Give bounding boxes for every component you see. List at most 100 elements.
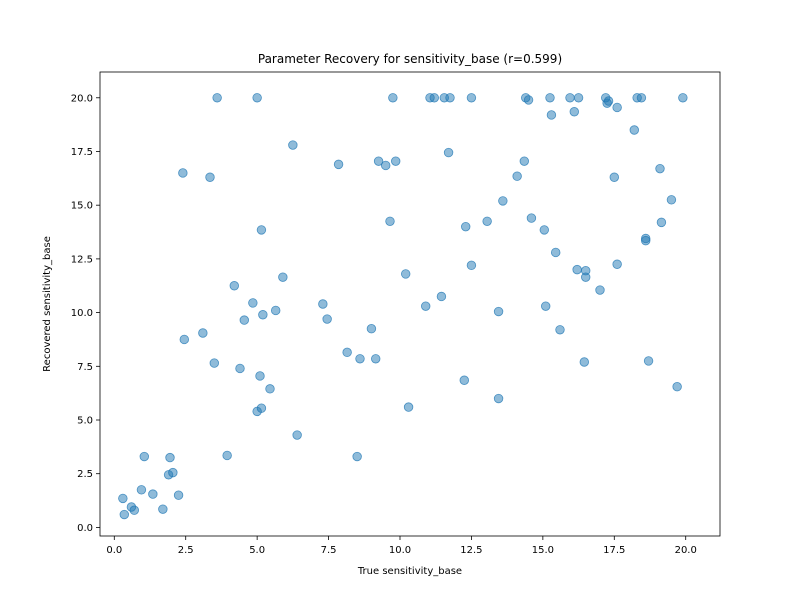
scatter-point bbox=[255, 371, 265, 381]
x-tick-label: 5.0 bbox=[249, 545, 265, 556]
scatter-point bbox=[178, 168, 188, 178]
scatter-point bbox=[179, 334, 189, 345]
y-tick-label: 5.0 bbox=[77, 416, 93, 427]
y-tick-label: 10.0 bbox=[71, 308, 93, 319]
scatter-point bbox=[461, 221, 471, 232]
scatter-point bbox=[373, 156, 384, 166]
scatter-point bbox=[212, 93, 222, 103]
scatter-point bbox=[595, 285, 605, 295]
y-tick-label: 20.0 bbox=[71, 93, 93, 104]
scatter-point bbox=[612, 102, 622, 113]
scatter-point bbox=[278, 272, 288, 282]
y-axis-ticks: 0.0 2.5 5.0 7.5 10.0 12.5 15.0 17.5 20.0 bbox=[71, 93, 100, 534]
scatter-point bbox=[366, 324, 377, 334]
scatter-point bbox=[391, 156, 401, 166]
scatter-point bbox=[655, 163, 665, 174]
scatter-point bbox=[493, 306, 504, 317]
scatter-point bbox=[482, 216, 492, 227]
scatter-point bbox=[539, 225, 549, 235]
scatter-point bbox=[119, 509, 129, 520]
scatter-point bbox=[403, 402, 414, 412]
y-tick-label: 12.5 bbox=[71, 254, 93, 265]
scatter-point bbox=[629, 125, 639, 135]
x-tick-label: 7.5 bbox=[321, 545, 337, 556]
scatter-point bbox=[158, 504, 168, 514]
scatter-point bbox=[636, 93, 647, 103]
scatter-point bbox=[148, 489, 158, 499]
x-axis-title: True sensitivity_base bbox=[357, 566, 462, 577]
scatter-point bbox=[342, 347, 352, 358]
scatter-point bbox=[443, 147, 454, 158]
scatter-point bbox=[526, 213, 537, 223]
scatter-point bbox=[678, 93, 688, 103]
x-axis-ticks: 0.0 2.5 5.0 7.5 10.0 12.5 15.0 17.5 20.0 bbox=[106, 536, 697, 556]
points-layer bbox=[118, 93, 688, 520]
y-tick-label: 17.5 bbox=[71, 147, 93, 158]
scatter-point bbox=[555, 325, 565, 335]
x-tick-label: 20.0 bbox=[675, 545, 697, 556]
scatter-point bbox=[198, 328, 208, 338]
scatter-point bbox=[205, 172, 215, 182]
scatter-point bbox=[609, 172, 619, 182]
scatter-point bbox=[421, 301, 431, 311]
scatter-point bbox=[641, 235, 651, 246]
scatter-point bbox=[352, 451, 362, 462]
scatter-point bbox=[643, 356, 654, 366]
scatter-point bbox=[429, 93, 439, 103]
x-tick-label: 10.0 bbox=[389, 545, 411, 556]
scatter-point bbox=[388, 93, 398, 103]
scatter-point bbox=[551, 247, 561, 258]
scatter-point bbox=[572, 264, 582, 275]
scatter-point bbox=[173, 490, 184, 500]
scatter-point bbox=[581, 272, 591, 282]
y-tick-label: 7.5 bbox=[77, 362, 93, 373]
scatter-point bbox=[546, 110, 557, 120]
scatter-point bbox=[573, 93, 584, 103]
scatter-point bbox=[466, 93, 477, 103]
scatter-point bbox=[672, 382, 682, 392]
scatter-point bbox=[292, 430, 302, 440]
y-axis-title: Recovered sensitivity_base bbox=[42, 236, 53, 372]
x-tick-label: 17.5 bbox=[603, 545, 625, 556]
y-tick-label: 15.0 bbox=[71, 201, 93, 212]
scatter-point bbox=[569, 107, 579, 117]
y-tick-label: 2.5 bbox=[77, 469, 93, 480]
scatter-point bbox=[235, 363, 245, 374]
chart-title: Parameter Recovery for sensitivity_base … bbox=[258, 52, 562, 66]
scatter-point bbox=[371, 354, 381, 364]
scatter-point bbox=[322, 314, 332, 324]
scatter-point bbox=[498, 196, 508, 206]
scatter-point bbox=[666, 195, 677, 205]
y-tick-label: 0.0 bbox=[77, 523, 93, 534]
scatter-point bbox=[229, 281, 239, 291]
scatter-point bbox=[603, 96, 614, 106]
scatter-point bbox=[436, 291, 447, 302]
scatter-point bbox=[222, 450, 232, 461]
scatter-point bbox=[129, 505, 139, 515]
scatter-point bbox=[168, 467, 178, 478]
scatter-point bbox=[512, 171, 522, 181]
scatter-point bbox=[355, 354, 365, 364]
scatter-point bbox=[256, 403, 267, 413]
scatter-point bbox=[256, 225, 267, 235]
scatter-point bbox=[239, 315, 249, 325]
x-tick-label: 2.5 bbox=[178, 545, 194, 556]
scatter-point bbox=[656, 217, 667, 228]
scatter-point bbox=[209, 358, 219, 368]
scatter-point bbox=[385, 216, 395, 227]
scatter-point bbox=[139, 451, 149, 462]
scatter-point bbox=[541, 301, 551, 311]
scatter-point bbox=[459, 375, 469, 385]
scatter-point bbox=[165, 452, 175, 463]
plot-frame bbox=[99, 71, 721, 537]
scatter-point bbox=[519, 156, 529, 166]
scatter-point bbox=[493, 393, 504, 404]
scatter-point bbox=[258, 310, 268, 320]
scatter-point bbox=[118, 493, 128, 504]
scatter-point bbox=[445, 93, 455, 103]
scatter-point bbox=[381, 160, 391, 171]
x-tick-label: 12.5 bbox=[460, 545, 482, 556]
scatter-point bbox=[612, 259, 622, 269]
scatter-point bbox=[333, 159, 344, 170]
